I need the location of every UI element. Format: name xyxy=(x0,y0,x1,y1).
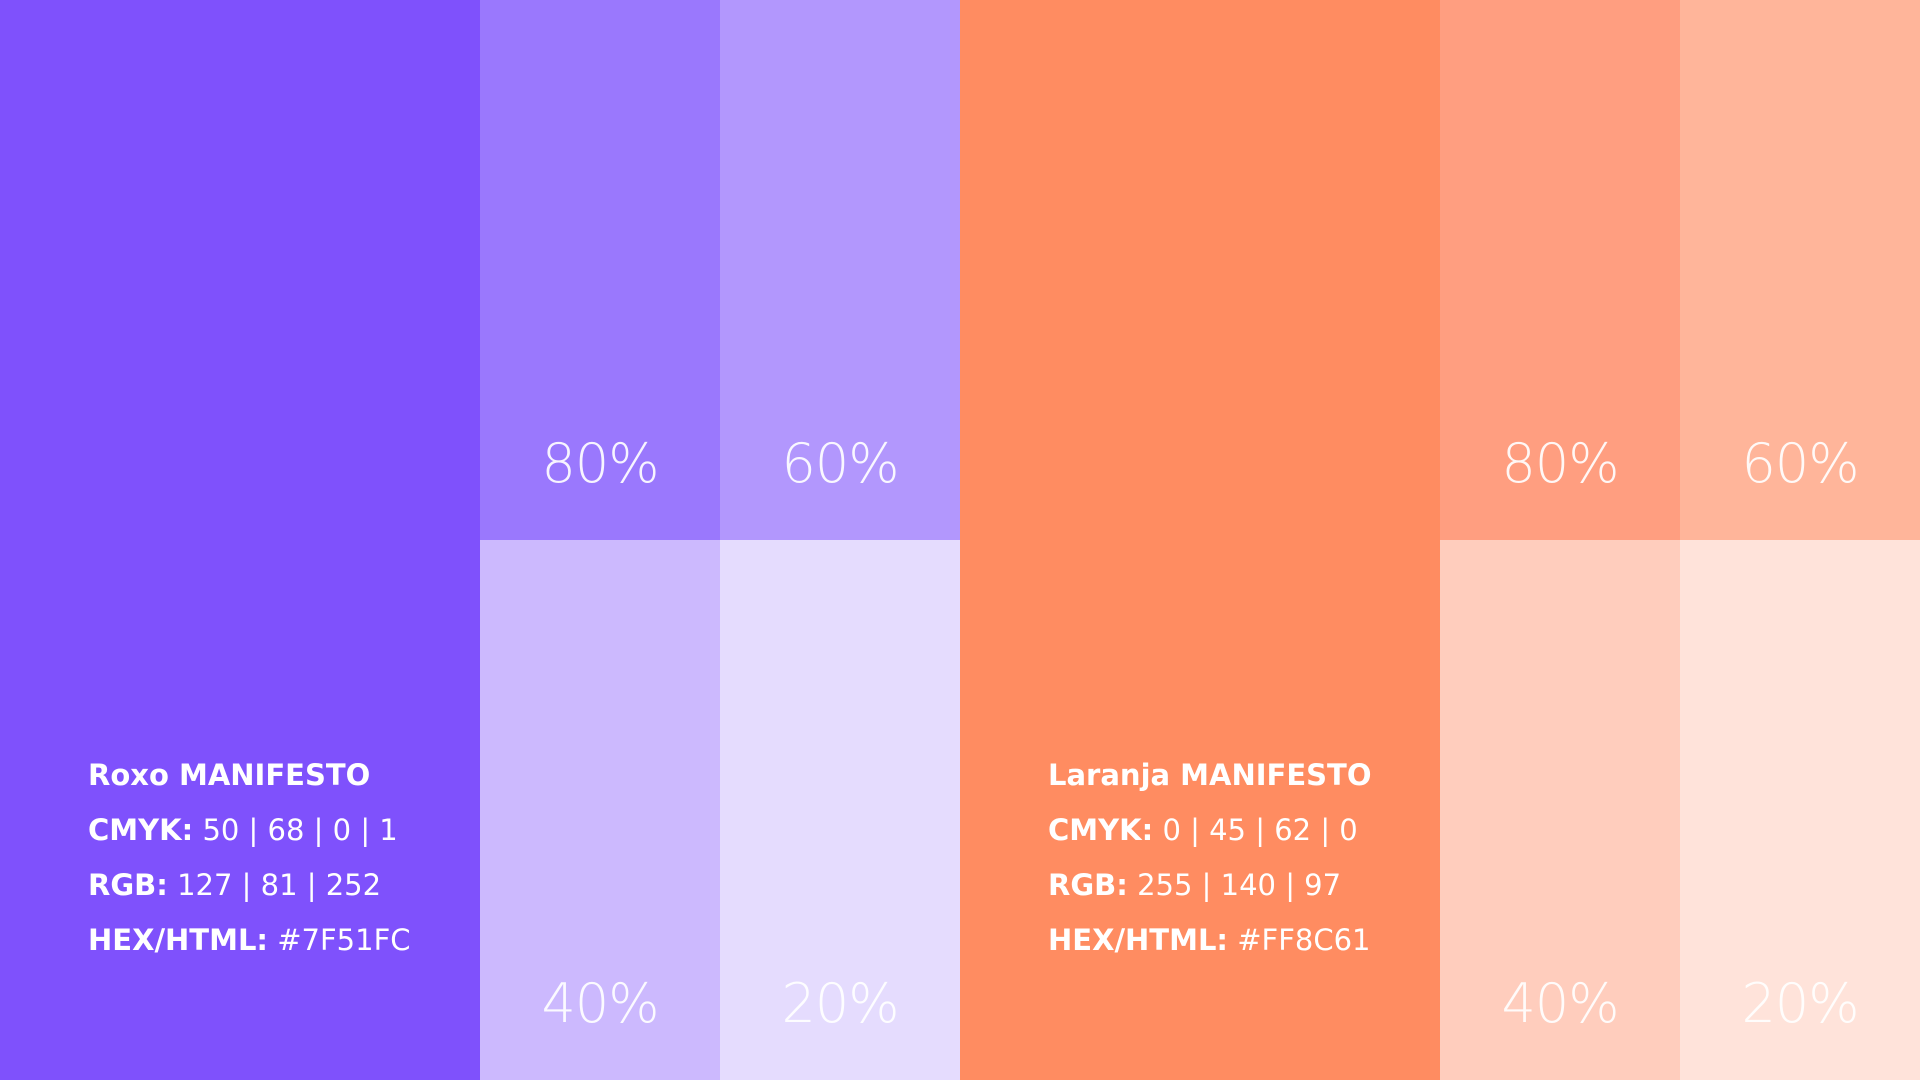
tint-label: 20% xyxy=(1741,972,1859,1035)
main-swatch xyxy=(0,0,480,1080)
spec-line: RGB: 127 | 81 | 252 xyxy=(88,858,411,913)
spec-value: 0 | 45 | 62 | 0 xyxy=(1162,813,1358,847)
spec-label: CMYK: xyxy=(88,813,194,847)
spec-value: 127 | 81 | 252 xyxy=(177,868,382,902)
tint-label: 20% xyxy=(781,972,899,1035)
spec-line: CMYK: 50 | 68 | 0 | 1 xyxy=(88,803,411,858)
main-swatch xyxy=(960,0,1440,1080)
tint-label: 80% xyxy=(541,432,659,495)
spec-value: 255 | 140 | 97 xyxy=(1137,868,1342,902)
spec-value: #7F51FC xyxy=(277,923,411,957)
tint-label: 60% xyxy=(781,432,899,495)
spec-label: CMYK: xyxy=(1048,813,1154,847)
tint-swatch xyxy=(480,0,720,540)
spec-label: HEX/HTML: xyxy=(1048,923,1229,957)
tint-swatch xyxy=(720,540,960,1080)
tint-swatch xyxy=(1680,0,1920,540)
spec-line: CMYK: 0 | 45 | 62 | 0 xyxy=(1048,803,1371,858)
spec-line: HEX/HTML: #FF8C61 xyxy=(1048,913,1371,968)
tint-swatch xyxy=(1440,0,1680,540)
spec-label: RGB: xyxy=(88,868,168,902)
spec-line: RGB: 255 | 140 | 97 xyxy=(1048,858,1371,913)
tint-swatch xyxy=(1440,540,1680,1080)
tint-swatch xyxy=(1680,540,1920,1080)
color-name: Laranja MANIFESTO xyxy=(1048,758,1372,792)
spec-line: HEX/HTML: #7F51FC xyxy=(88,913,411,968)
tint-label: 60% xyxy=(1741,432,1859,495)
tint-label: 80% xyxy=(1501,432,1619,495)
tint-swatch xyxy=(480,540,720,1080)
spec-value: 50 | 68 | 0 | 1 xyxy=(202,813,398,847)
tint-label: 40% xyxy=(1501,972,1619,1035)
color-info: Roxo MANIFESTO CMYK: 50 | 68 | 0 | 1 RGB: … xyxy=(88,748,411,968)
tint-label: 40% xyxy=(541,972,659,1035)
spec-value: #FF8C61 xyxy=(1237,923,1371,957)
spec-label: HEX/HTML: xyxy=(88,923,269,957)
color-info: Laranja MANIFESTO CMYK: 0 | 45 | 62 | 0 RG… xyxy=(1048,748,1371,968)
color-name: Roxo MANIFESTO xyxy=(88,758,371,792)
spec-label: RGB: xyxy=(1048,868,1128,902)
tint-swatch xyxy=(720,0,960,540)
